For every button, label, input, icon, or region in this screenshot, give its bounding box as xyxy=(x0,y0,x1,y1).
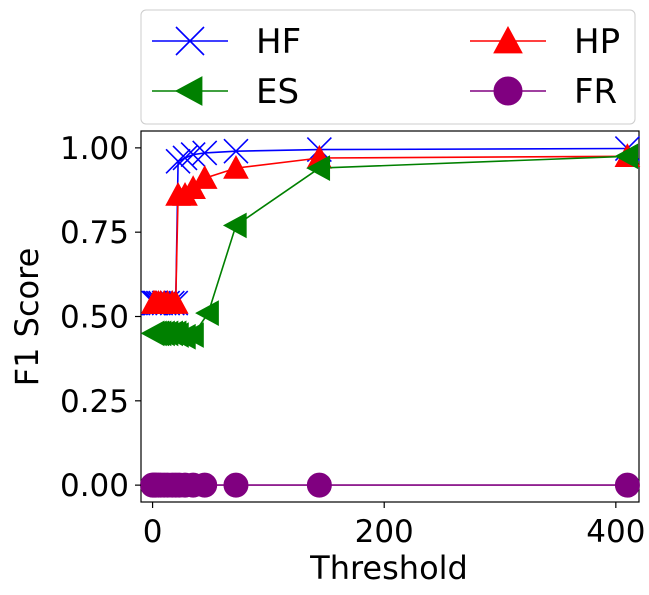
legend-marker-fr xyxy=(493,76,523,106)
y-tick-label: 0.00 xyxy=(60,468,129,504)
legend-marker-hf xyxy=(175,26,205,56)
x-tick-label: 0 xyxy=(143,514,163,550)
series-fr xyxy=(140,472,640,498)
plot-area xyxy=(140,130,640,503)
series-es xyxy=(140,143,639,350)
legend-marker-hp xyxy=(493,25,523,54)
data-point-hp xyxy=(191,165,218,189)
data-point-hp xyxy=(162,289,189,314)
series-hp xyxy=(140,143,641,314)
data-point-es xyxy=(180,322,204,348)
data-point-hp xyxy=(223,155,249,179)
data-point-es xyxy=(614,143,639,170)
legend-label: FR xyxy=(574,72,617,112)
legend: HF HP ES FR xyxy=(140,9,636,125)
legend-label: HP xyxy=(574,22,620,62)
legend-marker-es xyxy=(174,76,203,106)
legend-label: ES xyxy=(256,72,299,112)
y-axis-label: F1 Score xyxy=(8,248,46,387)
legend-label: HF xyxy=(256,22,301,62)
data-point-hf xyxy=(180,142,206,168)
x-tick-label: 400 xyxy=(586,514,645,550)
data-point-hf xyxy=(223,138,249,164)
legend-item-es: ES xyxy=(152,72,299,112)
data-point-es xyxy=(195,300,219,326)
x-axis-label: Threshold xyxy=(309,549,468,587)
data-point-fr xyxy=(306,472,332,498)
legend-frame xyxy=(140,9,636,125)
data-point-fr xyxy=(192,472,218,498)
x-tick-label: 200 xyxy=(355,514,414,550)
y-tick-label: 0.50 xyxy=(60,300,129,336)
axes-layer: 0 200 400 0.00 0.25 0.50 0.75 1.00 xyxy=(60,131,645,550)
data-point-hf xyxy=(172,145,198,171)
data-point-hf xyxy=(165,148,191,174)
data-point-fr xyxy=(223,472,249,498)
legend-item-hp: HP xyxy=(470,22,620,62)
legend-item-hf: HF xyxy=(152,22,301,62)
series-layer xyxy=(140,135,641,498)
y-tick-label: 1.00 xyxy=(60,131,129,167)
data-point-es xyxy=(306,155,331,181)
y-tick-label: 0.75 xyxy=(60,215,129,251)
legend-item-fr: FR xyxy=(470,72,617,112)
data-point-fr xyxy=(614,472,640,498)
data-point-hf xyxy=(192,140,218,166)
data-point-es xyxy=(222,212,247,239)
y-tick-label: 0.25 xyxy=(60,384,129,420)
